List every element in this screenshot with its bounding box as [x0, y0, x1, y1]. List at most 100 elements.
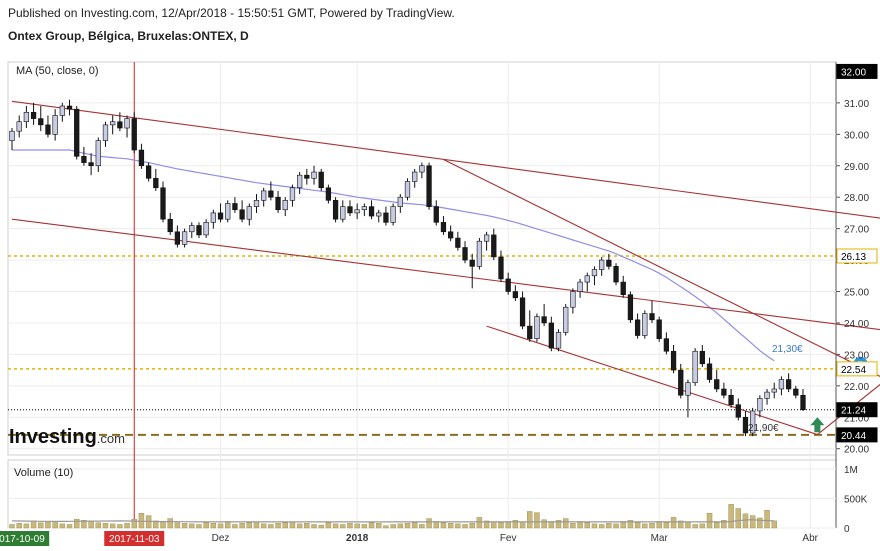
- candle-body: [613, 266, 619, 283]
- candle-body: [476, 240, 483, 267]
- volume-bar: [376, 523, 382, 529]
- investing-logo-suffix: .com: [97, 431, 125, 446]
- volume-bar: [239, 523, 245, 529]
- volume-bar: [109, 523, 116, 529]
- candle-body: [692, 350, 698, 383]
- volume-bar: [555, 520, 562, 529]
- volume-bar: [138, 513, 145, 529]
- volume-bar: [282, 522, 288, 529]
- volume-bar: [527, 511, 533, 529]
- price-tick-label: 24.00: [844, 319, 869, 330]
- volume-tick-label: 0: [844, 524, 850, 535]
- candle-body: [448, 231, 454, 239]
- candle-body: [81, 156, 87, 163]
- volume-bar: [728, 504, 734, 529]
- volume-bar: [570, 523, 576, 529]
- volume-bar: [591, 523, 598, 529]
- volume-bar: [771, 520, 777, 529]
- volume-bar: [721, 520, 727, 529]
- candle-body: [239, 209, 245, 220]
- volume-bar: [210, 523, 217, 529]
- chart-title: Ontex Group, Bélgica, Bruxelas:ONTEX, D: [8, 29, 249, 43]
- candle-body: [16, 121, 22, 132]
- volume-tick-label: 500K: [844, 494, 868, 505]
- candle-body: [268, 190, 274, 198]
- volume-bar: [512, 520, 519, 529]
- candle-body: [527, 325, 533, 339]
- trendline: [443, 158, 880, 377]
- price-badge-label: 20.44: [841, 431, 866, 442]
- candle-body: [23, 112, 30, 123]
- candles: [9, 99, 806, 437]
- volume-bar: [59, 523, 66, 529]
- candle-body: [541, 316, 547, 324]
- volume-bar: [462, 524, 468, 529]
- price-tick-label: 22.00: [844, 382, 869, 393]
- candle-body: [412, 171, 418, 182]
- volume-bar: [38, 522, 44, 529]
- volume-bar: [74, 518, 80, 529]
- volume-bar: [160, 521, 166, 529]
- candle-body: [59, 105, 65, 116]
- volume-bar: [30, 520, 37, 529]
- candle-body: [426, 165, 432, 207]
- volume-bar: [634, 522, 641, 529]
- candle-body: [663, 338, 670, 352]
- volume-bar: [260, 523, 267, 529]
- candle-body: [591, 269, 598, 277]
- volume-tick-label: 1M: [844, 465, 858, 476]
- volume-bar: [189, 523, 195, 529]
- candle-body: [88, 162, 94, 167]
- time-tick-label: Fev: [500, 533, 517, 544]
- candle-body: [318, 171, 324, 189]
- volume-bar: [713, 522, 720, 529]
- volume-bar: [440, 522, 447, 529]
- volume-bar: [491, 521, 497, 529]
- candle-body: [9, 130, 15, 141]
- trendline: [11, 100, 880, 219]
- candle-body: [785, 379, 792, 390]
- candle-body: [189, 225, 195, 233]
- candle-body: [30, 112, 37, 119]
- candle-body: [627, 294, 634, 321]
- volume-bar: [455, 523, 461, 529]
- volume-bar: [534, 512, 540, 529]
- candle-body: [174, 231, 181, 245]
- candle-body: [498, 256, 504, 280]
- volume-bar: [483, 520, 490, 529]
- time-tick-label: Mar: [651, 533, 669, 544]
- price-badge-label: 22.54: [841, 365, 866, 376]
- volume-bar: [678, 520, 684, 529]
- volume-bar: [404, 523, 411, 529]
- volume-bar: [325, 522, 332, 529]
- candle-body: [764, 391, 770, 399]
- volume-bar: [275, 523, 281, 529]
- candle-body: [419, 165, 425, 173]
- candle-body: [656, 319, 662, 339]
- candle-body: [455, 237, 461, 248]
- candle-body: [181, 231, 188, 245]
- volume-bar: [627, 520, 634, 529]
- candle-body: [160, 187, 166, 220]
- candle-body: [390, 206, 396, 223]
- volume-bar: [685, 521, 691, 529]
- candle-body: [340, 206, 346, 220]
- candle-body: [728, 394, 734, 405]
- volume-bar: [318, 524, 324, 529]
- volume-bar: [519, 521, 526, 529]
- price-tick-label: 28.00: [844, 193, 869, 204]
- candle-body: [771, 388, 777, 393]
- trendline: [486, 325, 818, 436]
- candle-body: [606, 259, 612, 267]
- date-badge-label: 2017-11-03: [109, 534, 160, 545]
- volume-bar: [23, 523, 30, 529]
- sell-price-label: 21,30€: [772, 344, 803, 355]
- volume-bar: [167, 518, 173, 529]
- candle-body: [167, 218, 173, 233]
- candle-body: [685, 382, 691, 396]
- price-tick-label: 23.00: [844, 350, 869, 361]
- investing-logo-word: Investing: [9, 426, 97, 448]
- price-tick-label: 27.00: [844, 225, 869, 236]
- candle-body: [642, 313, 648, 336]
